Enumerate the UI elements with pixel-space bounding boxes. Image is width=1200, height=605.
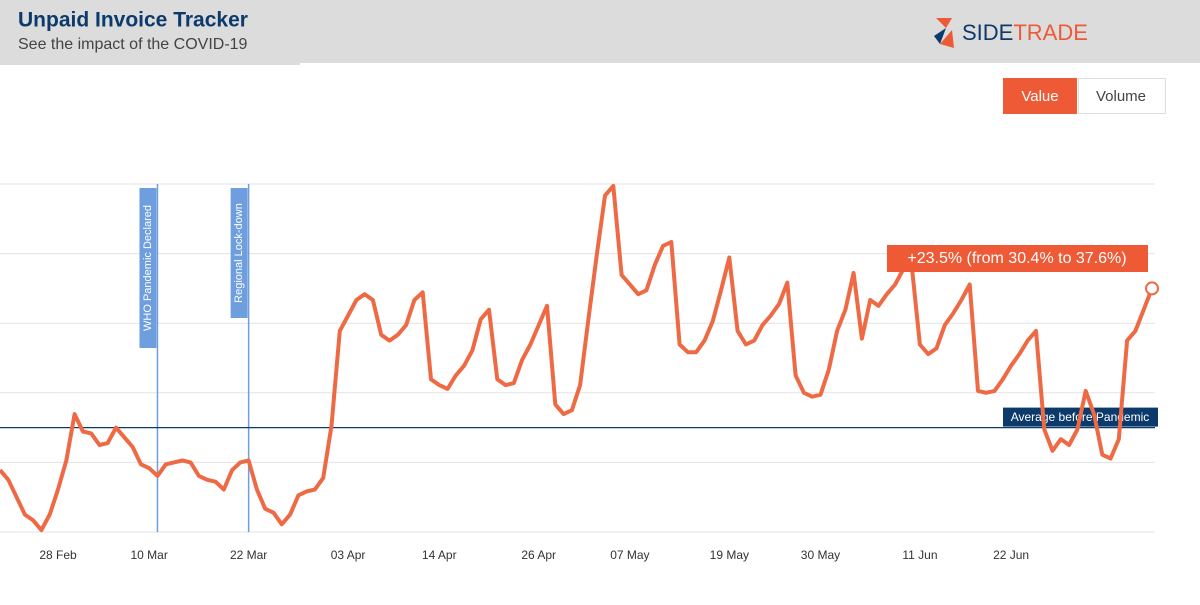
header-band <box>0 0 1200 63</box>
end-point <box>1145 281 1159 296</box>
event-label: Regional Lock-down <box>233 203 245 303</box>
x-tick-label: 22 Jun <box>993 548 1029 562</box>
logo-part: SIDE <box>962 20 1013 45</box>
toggle-button-label[interactable]: Volume <box>1096 88 1146 105</box>
toggle-button-label[interactable]: Value <box>1021 88 1058 105</box>
x-tick-label: 26 Apr <box>521 548 556 562</box>
header-edge <box>0 63 300 65</box>
x-tick-label: 28 Feb <box>39 548 77 562</box>
toggle-button[interactable] <box>1003 78 1077 114</box>
logo: SIDETRADE <box>962 20 1088 45</box>
x-tick-label: 03 Apr <box>331 548 366 562</box>
annotation-box <box>887 245 1148 272</box>
subtitle: See the impact of the COVID-19 <box>18 36 248 53</box>
x-tick-label: 14 Apr <box>422 548 457 562</box>
x-tick-label: 30 May <box>801 548 840 562</box>
data-line <box>0 183 1154 533</box>
annotation: +23.5% (from 30.4% to 37.6%) <box>907 250 1126 267</box>
x-tick-label: 11 Jun <box>902 548 937 562</box>
event-label: WHO Pandemic Declared <box>142 205 154 331</box>
title: Unpaid Invoice Tracker <box>18 9 248 32</box>
toggle-button[interactable] <box>1078 78 1166 114</box>
logo-icon <box>934 18 954 48</box>
event-label-box <box>230 188 248 318</box>
x-tick-label: 10 Mar <box>131 548 168 562</box>
logo-part: TRADE <box>1013 20 1088 45</box>
event-label-box <box>139 188 157 348</box>
x-tick-label: 22 Mar <box>230 548 267 562</box>
x-tick-label: 07 May <box>610 548 649 562</box>
x-tick-label: 19 May <box>710 548 749 562</box>
